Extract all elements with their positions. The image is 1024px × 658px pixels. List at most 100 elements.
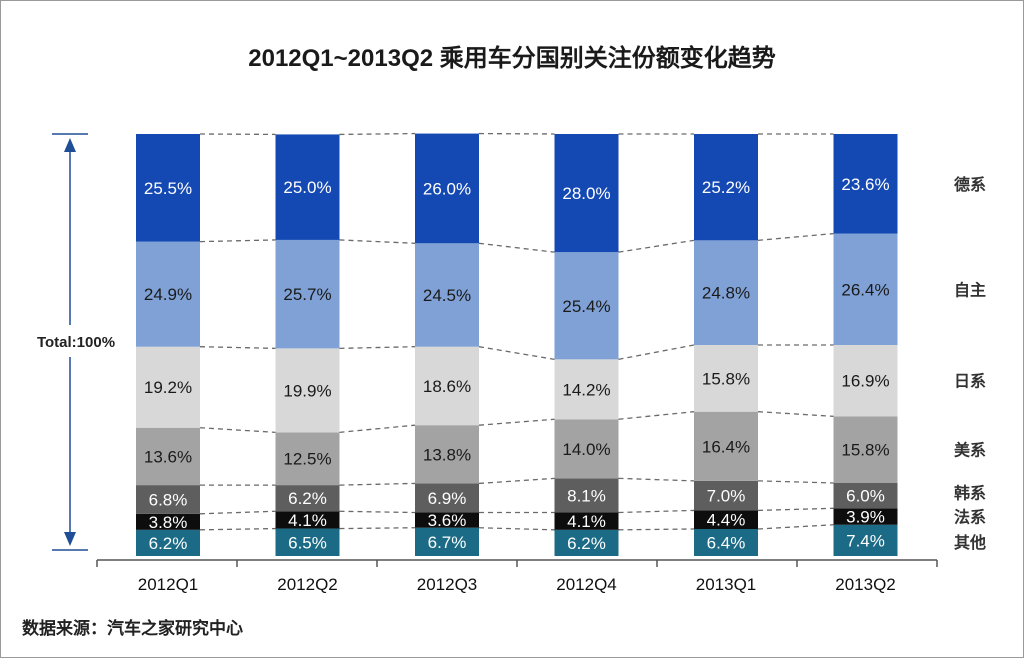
data-label: 6.9%: [428, 489, 467, 508]
bars-group: 6.2% 3.8% 6.8% 13.6% 19.2% 24.9% 25.5% 6.5% 4.1%…: [136, 133, 898, 556]
connector-line: [757, 507, 834, 512]
bar-segment: [415, 346, 479, 426]
data-label: 19.9%: [283, 381, 331, 400]
x-tick-label: 2013Q2: [835, 575, 896, 594]
data-label: 26.0%: [423, 179, 471, 198]
bar-segment: [833, 482, 898, 509]
data-label: 25.7%: [283, 285, 331, 304]
data-label: 6.4%: [707, 533, 746, 552]
data-label: 3.9%: [846, 508, 885, 527]
connector-line: [199, 527, 276, 531]
data-label: 6.2%: [149, 534, 188, 553]
data-label: 28.0%: [562, 184, 610, 203]
bar-segment: [554, 512, 619, 530]
legend-item: 韩系: [954, 484, 986, 503]
data-label: 14.2%: [562, 380, 610, 399]
bar-segment: [554, 529, 619, 556]
data-label: 12.5%: [283, 450, 331, 469]
data-label: 8.1%: [567, 486, 606, 505]
bar-segment: [833, 508, 898, 525]
bar-segment: [136, 241, 200, 347]
bar-column: 6.4% 4.4% 7.0% 16.4% 15.8% 24.8% 25.2%: [694, 134, 758, 556]
legend: 其他 法系 韩系 美系 日系 自主 德系: [954, 175, 986, 552]
bar-column: 6.7% 3.6% 6.9% 13.8% 18.6% 24.5% 26.0%: [415, 133, 479, 556]
bar-column: 6.2% 3.8% 6.8% 13.6% 19.2% 24.9% 25.5%: [136, 134, 200, 556]
bar-segment: [136, 134, 200, 242]
bar-segment: [554, 359, 619, 420]
bar-segment: [833, 416, 898, 483]
bar-segment: [136, 485, 200, 514]
connector-line: [478, 346, 555, 360]
connector-line: [618, 239, 695, 253]
data-label: 4.1%: [288, 511, 327, 530]
x-tick-label: 2013Q1: [696, 575, 757, 594]
data-source: 数据来源：汽车之家研究中心: [22, 619, 243, 639]
connector-line: [478, 242, 555, 253]
connector-line: [618, 509, 695, 514]
data-label: 16.9%: [841, 372, 889, 391]
bar-segment: [694, 411, 758, 481]
data-label: 24.9%: [144, 285, 192, 304]
data-label: 15.8%: [841, 441, 889, 460]
data-label: 16.4%: [702, 437, 750, 456]
bar-segment: [554, 419, 619, 479]
x-tick-label: 2012Q3: [417, 575, 478, 594]
connector-line: [757, 232, 834, 241]
bar-segment: [694, 345, 758, 412]
connector-line: [478, 477, 555, 485]
bar-segment: [275, 239, 340, 349]
connector-lines: [199, 132, 834, 531]
data-label: 6.8%: [149, 490, 188, 509]
chart-title: 2012Q1~2013Q2 乘用车分国别关注份额变化趋势: [248, 45, 776, 72]
connector-line: [618, 344, 695, 360]
legend-item: 自主: [954, 280, 986, 299]
legend-item: 法系: [954, 508, 986, 527]
data-label: 23.6%: [841, 175, 889, 194]
legend-item: 德系: [954, 175, 986, 194]
data-label: 25.4%: [562, 297, 610, 316]
bar-segment: [136, 427, 200, 486]
connector-line: [757, 524, 834, 530]
connector-line: [757, 480, 834, 484]
connector-line: [339, 239, 416, 244]
bar-column: 6.2% 4.1% 8.1% 14.0% 14.2% 25.4% 28.0%: [554, 134, 619, 556]
bar-segment: [554, 252, 619, 360]
data-label: 7.4%: [846, 531, 885, 550]
bar-segment: [833, 524, 898, 556]
data-label: 6.5%: [288, 533, 327, 552]
x-tick-label: 2012Q2: [277, 575, 338, 594]
data-label: 6.7%: [428, 533, 467, 552]
data-label: 4.1%: [567, 512, 606, 531]
connector-line: [618, 528, 695, 531]
data-label: 3.8%: [149, 513, 188, 532]
data-label: 4.4%: [707, 511, 746, 530]
data-label: 3.6%: [428, 511, 467, 530]
bar-segment: [694, 480, 758, 511]
connector-line: [478, 527, 555, 531]
legend-item: 美系: [954, 441, 986, 460]
connector-line: [199, 510, 276, 515]
total-indicator: Total:100%: [37, 133, 115, 551]
bar-segment: [136, 529, 200, 556]
bar-segment: [554, 134, 619, 253]
data-label: 7.0%: [707, 487, 746, 506]
connector-line: [339, 424, 416, 434]
bar-segment: [694, 240, 758, 345]
data-label: 25.0%: [283, 178, 331, 197]
bar-segment: [275, 485, 340, 512]
bar-segment: [275, 348, 340, 433]
data-label: 25.5%: [144, 179, 192, 198]
connector-line: [618, 477, 695, 482]
bar-segment: [415, 133, 479, 244]
bar-segment: [275, 511, 340, 529]
connector-line: [339, 482, 416, 486]
connector-line: [339, 510, 416, 514]
bar-segment: [833, 233, 898, 345]
connector-line: [478, 418, 555, 426]
bar-segment: [415, 527, 479, 556]
data-label: 18.6%: [423, 377, 471, 396]
bar-segment: [415, 243, 479, 347]
data-label: 24.8%: [702, 284, 750, 303]
bar-segment: [415, 425, 479, 484]
